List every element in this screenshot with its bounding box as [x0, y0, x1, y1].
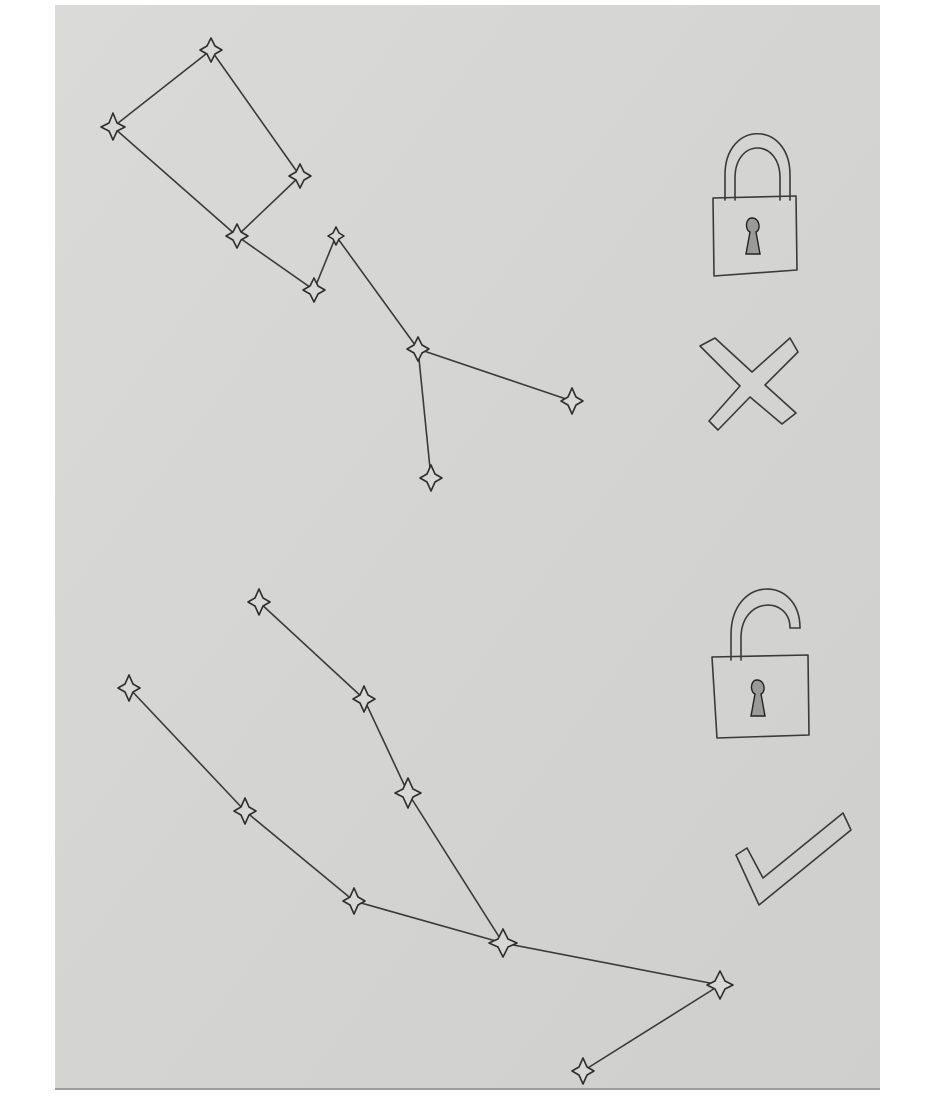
unlocked-pattern-line-b: [128, 687, 721, 1072]
star-node: [302, 277, 326, 303]
star-node: [406, 336, 430, 362]
star-node: [247, 588, 271, 616]
star-node: [327, 226, 345, 246]
star-node: [117, 674, 141, 702]
checkmark-icon: [735, 812, 852, 906]
star-node: [488, 928, 518, 958]
star-node: [571, 1057, 595, 1085]
star-node: [352, 685, 376, 713]
star-node: [706, 970, 734, 1000]
cross-icon: [699, 337, 799, 431]
star-node: [419, 464, 443, 492]
locked-padlock-icon: [712, 132, 798, 277]
paper-sheet: [55, 5, 880, 1090]
star-node: [560, 387, 584, 415]
star-node: [100, 112, 126, 141]
locked-pattern-branch: [417, 348, 432, 479]
star-node: [342, 887, 366, 915]
star-node: [288, 163, 312, 189]
unlocked-constellation-stars: [117, 588, 734, 1085]
star-node: [199, 37, 223, 63]
unlocked-constellation: [128, 601, 721, 1072]
locked-constellation-stars: [100, 37, 584, 492]
paper-bottom-edge: [55, 1088, 880, 1090]
star-node: [394, 777, 422, 809]
unlocked-pattern-line-a: [258, 601, 504, 944]
star-node: [225, 223, 249, 249]
star-node: [233, 797, 257, 825]
unlocked-padlock-icon: [711, 588, 810, 739]
